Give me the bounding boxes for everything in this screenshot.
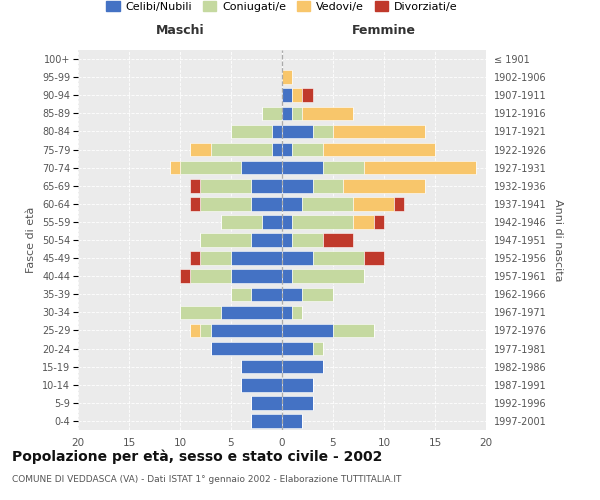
Bar (251, 288, 282, 301)
Bar (190, 197, 200, 210)
Bar (282, 142, 292, 156)
Y-axis label: Fasce di età: Fasce di età (26, 207, 37, 273)
Bar (200, 233, 251, 247)
Bar (292, 233, 323, 247)
Bar (292, 106, 302, 120)
Bar (323, 142, 435, 156)
Bar (394, 197, 404, 210)
Bar (323, 161, 364, 174)
Bar (353, 197, 394, 210)
Bar (282, 197, 302, 210)
Bar (200, 179, 251, 192)
Bar (262, 106, 282, 120)
Bar (231, 288, 251, 301)
Bar (292, 270, 364, 283)
Bar (282, 252, 313, 265)
Bar (241, 360, 282, 374)
Bar (251, 197, 282, 210)
Text: Popolazione per età, sesso e stato civile - 2002: Popolazione per età, sesso e stato civil… (12, 450, 382, 464)
Bar (211, 324, 282, 338)
Bar (292, 306, 302, 319)
Bar (282, 288, 302, 301)
Bar (251, 396, 282, 409)
Bar (211, 342, 282, 355)
Bar (353, 215, 374, 228)
Bar (292, 142, 323, 156)
Bar (200, 197, 251, 210)
Bar (282, 270, 292, 283)
Bar (241, 161, 282, 174)
Bar (282, 378, 313, 392)
Bar (190, 270, 231, 283)
Y-axis label: Anni di nascita: Anni di nascita (553, 198, 563, 281)
Bar (221, 306, 282, 319)
Bar (282, 396, 313, 409)
Bar (313, 252, 364, 265)
Bar (282, 124, 313, 138)
Bar (282, 106, 292, 120)
Bar (221, 215, 262, 228)
Bar (262, 215, 282, 228)
Bar (364, 161, 476, 174)
Bar (282, 342, 313, 355)
Bar (180, 306, 221, 319)
Bar (282, 179, 313, 192)
Bar (292, 88, 302, 102)
Bar (190, 179, 200, 192)
Bar (282, 414, 302, 428)
Bar (200, 324, 211, 338)
Bar (272, 124, 282, 138)
Legend: Celibi/Nubili, Coniugati/e, Vedovi/e, Divorziati/e: Celibi/Nubili, Coniugati/e, Vedovi/e, Di… (102, 0, 462, 16)
Bar (170, 161, 180, 174)
Text: COMUNE DI VEDDASCA (VA) - Dati ISTAT 1° gennaio 2002 - Elaborazione TUTTITALIA.I: COMUNE DI VEDDASCA (VA) - Dati ISTAT 1° … (12, 475, 401, 484)
Bar (282, 306, 292, 319)
Bar (313, 342, 323, 355)
Bar (231, 124, 272, 138)
Bar (302, 197, 353, 210)
Bar (333, 324, 374, 338)
Bar (302, 106, 353, 120)
Bar (251, 179, 282, 192)
Bar (180, 161, 241, 174)
Bar (231, 252, 282, 265)
Bar (251, 414, 282, 428)
Bar (282, 70, 292, 84)
Bar (190, 142, 211, 156)
Bar (282, 233, 292, 247)
Bar (251, 233, 282, 247)
Text: Femmine: Femmine (352, 24, 416, 38)
Bar (343, 179, 425, 192)
Bar (211, 142, 272, 156)
Bar (231, 270, 282, 283)
Bar (364, 252, 384, 265)
Bar (241, 378, 282, 392)
Bar (282, 215, 292, 228)
Bar (190, 252, 200, 265)
Bar (323, 233, 353, 247)
Bar (302, 88, 313, 102)
Bar (374, 215, 384, 228)
Text: Maschi: Maschi (155, 24, 205, 38)
Bar (272, 142, 282, 156)
Bar (200, 252, 231, 265)
Bar (292, 215, 353, 228)
Bar (302, 288, 333, 301)
Bar (282, 324, 333, 338)
Bar (313, 179, 343, 192)
Bar (333, 124, 425, 138)
Bar (282, 161, 323, 174)
Bar (180, 270, 190, 283)
Bar (282, 88, 292, 102)
Bar (282, 360, 323, 374)
Bar (313, 124, 333, 138)
Bar (190, 324, 200, 338)
